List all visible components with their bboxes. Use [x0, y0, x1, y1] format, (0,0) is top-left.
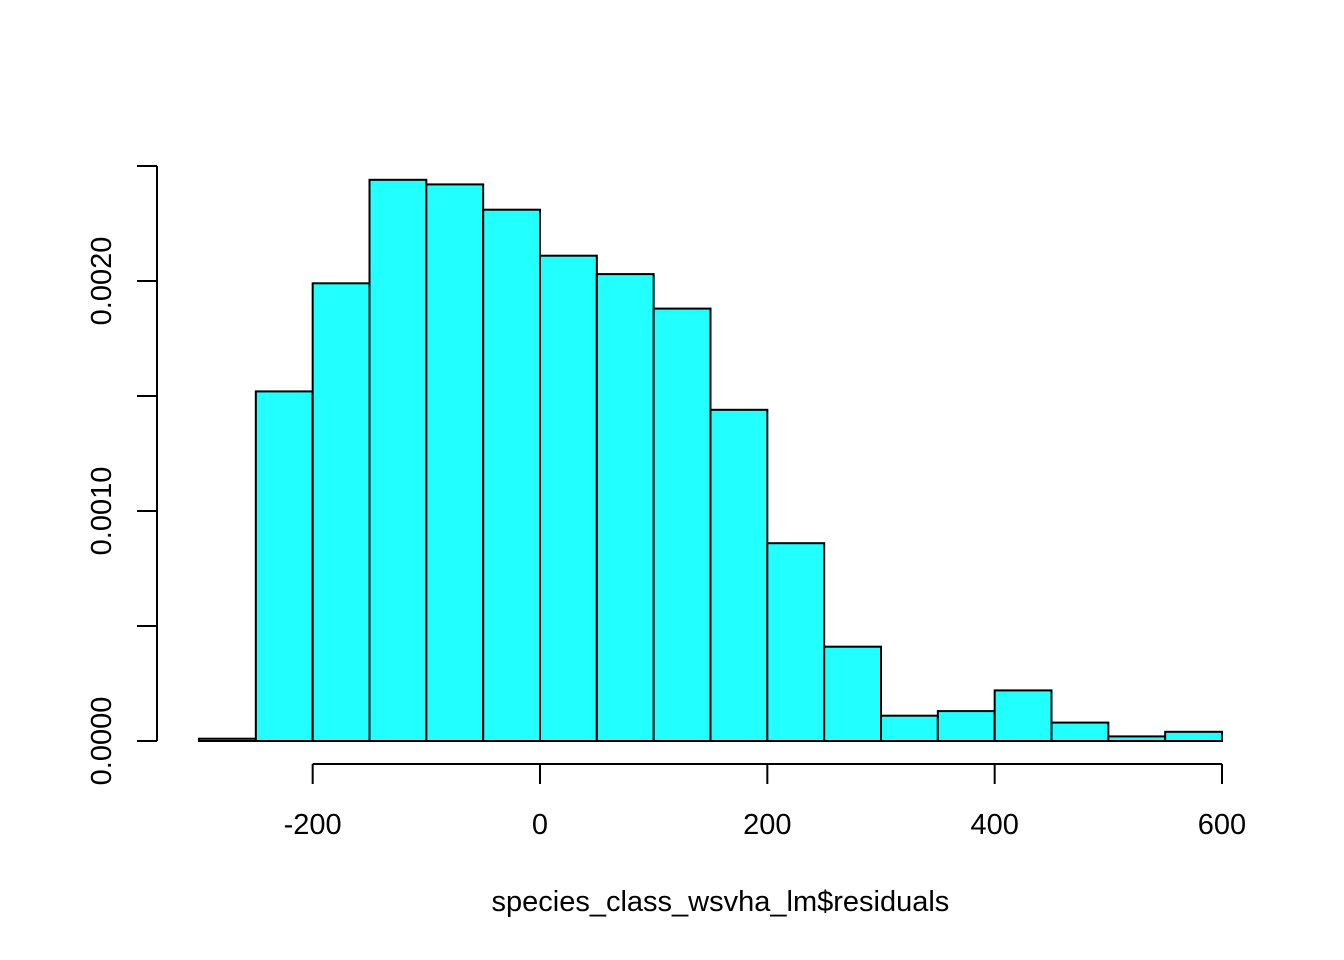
x-tick-label: 400 — [970, 809, 1018, 841]
x-tick-label: 200 — [743, 809, 791, 841]
x-axis-title: species_class_wsvha_lm$residuals — [492, 886, 950, 918]
y-axis: 0.0000 0.0010 0.0020 — [86, 165, 158, 786]
histogram-bar — [652, 307, 712, 742]
bars-group — [198, 178, 1223, 743]
histogram-bar — [482, 208, 541, 742]
histogram-bar — [198, 737, 257, 743]
histogram-bar — [254, 390, 314, 742]
x-tick-label: -200 — [284, 809, 342, 841]
histogram-bar — [880, 714, 939, 743]
histogram-bar — [823, 645, 883, 743]
y-tick-label: 0.0020 — [86, 237, 118, 326]
histogram-bar — [539, 254, 598, 742]
histogram-bar — [595, 273, 655, 742]
histogram-bar — [936, 710, 996, 742]
histogram-bar — [709, 408, 769, 742]
histogram-bar — [766, 542, 826, 743]
x-tick-label: 600 — [1198, 809, 1246, 841]
histogram-bar — [1050, 721, 1110, 742]
y-tick-label: 0.0000 — [86, 697, 118, 786]
histogram-bar — [311, 282, 371, 742]
y-tick-label: 0.0010 — [86, 467, 118, 556]
histogram-bar — [368, 178, 428, 743]
histogram-bar — [993, 689, 1053, 743]
histogram-bar — [425, 183, 485, 742]
x-axis: -200 0 200 400 600 — [284, 763, 1246, 841]
x-tick-label: 0 — [532, 809, 548, 841]
histogram-bar — [1164, 730, 1223, 742]
histogram-bar — [1107, 735, 1167, 743]
